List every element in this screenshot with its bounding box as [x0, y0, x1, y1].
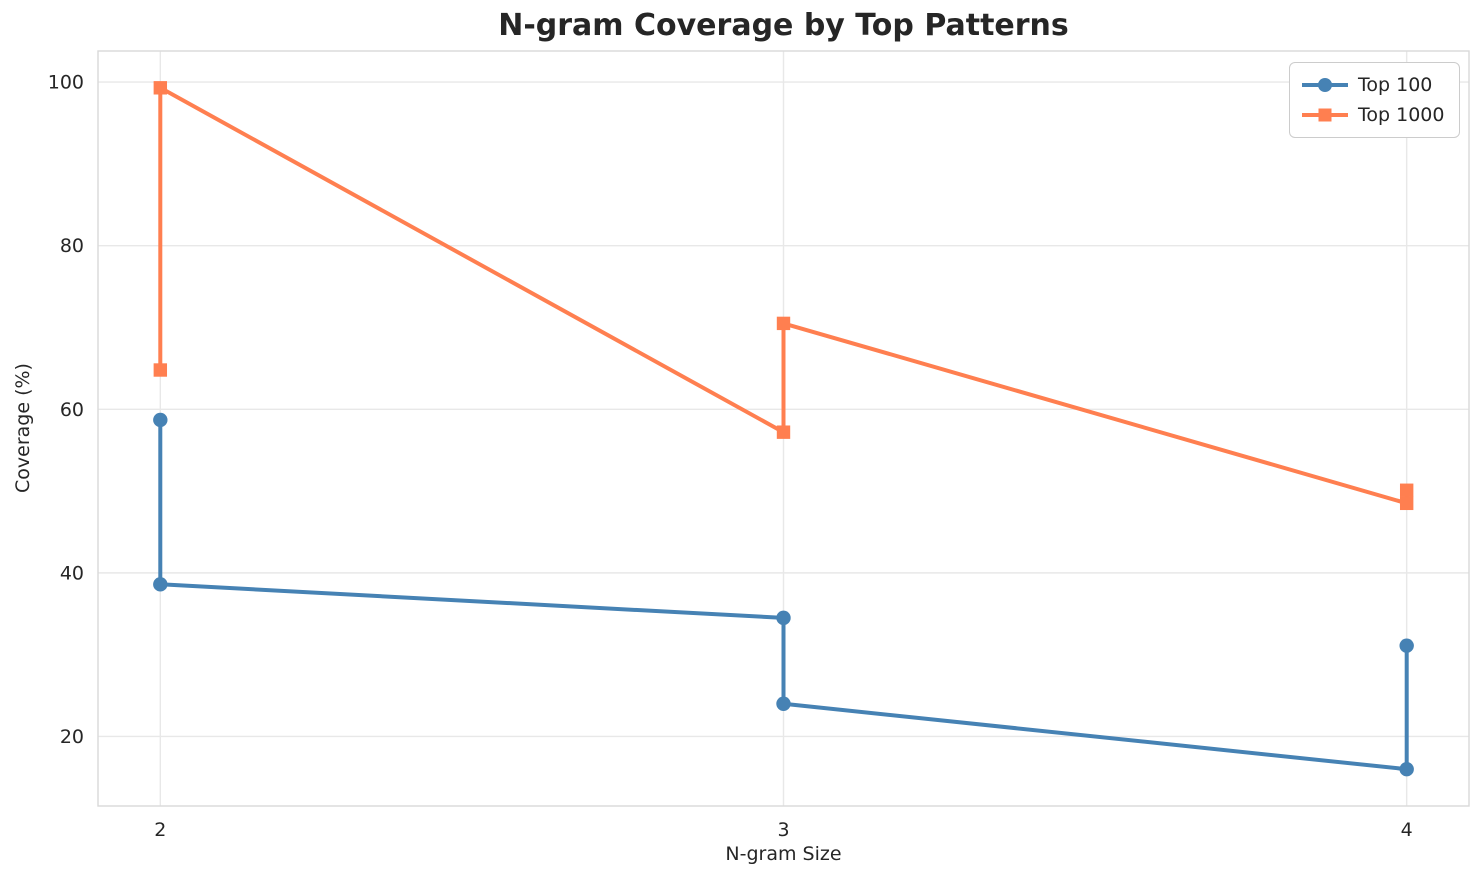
data-point-marker	[776, 696, 791, 711]
legend-line-square-icon	[1302, 107, 1348, 123]
data-point-marker	[153, 412, 168, 428]
x-tick-label: 3	[777, 819, 789, 841]
y-tick-label: 80	[60, 235, 84, 257]
plot-frame	[97, 50, 1470, 807]
data-point-marker	[776, 610, 791, 626]
data-point-marker	[776, 316, 791, 331]
legend-entry-top-1000: Top 1000	[1302, 100, 1447, 130]
legend-label: Top 1000	[1358, 104, 1445, 126]
data-point-marker	[1399, 638, 1414, 653]
x-tick-label: 4	[1401, 819, 1413, 841]
y-tick-label: 100	[48, 72, 84, 94]
y-axis-label: Coverage (%)	[12, 363, 34, 493]
x-axis-label: N-gram Size	[725, 843, 842, 865]
data-point-marker	[776, 425, 791, 439]
series-line-top-100	[158, 417, 1409, 772]
y-tick-label: 40	[60, 562, 84, 584]
legend: Top 100 Top 1000	[1289, 62, 1460, 138]
legend-label: Top 100	[1358, 74, 1433, 96]
legend-line-circle-icon	[1302, 77, 1348, 93]
data-point-marker	[1399, 496, 1414, 511]
legend-entry-top-100: Top 100	[1302, 70, 1447, 100]
x-tick-labels: 2 3 4	[154, 819, 1412, 841]
y-tick-label: 20	[60, 726, 84, 748]
data-point-marker	[1399, 761, 1414, 777]
series-top-100	[153, 412, 1414, 777]
chart-title: N-gram Coverage by Top Patterns	[498, 8, 1069, 43]
y-tick-labels: 20 40 60 80 100	[48, 72, 84, 748]
y-tick-label: 60	[60, 399, 84, 421]
data-point-marker	[153, 363, 168, 377]
data-point-marker	[1399, 483, 1414, 497]
data-point-marker	[153, 81, 168, 95]
data-point-marker	[153, 577, 168, 592]
series-top-1000	[153, 81, 1414, 511]
x-tick-label: 2	[154, 819, 166, 841]
